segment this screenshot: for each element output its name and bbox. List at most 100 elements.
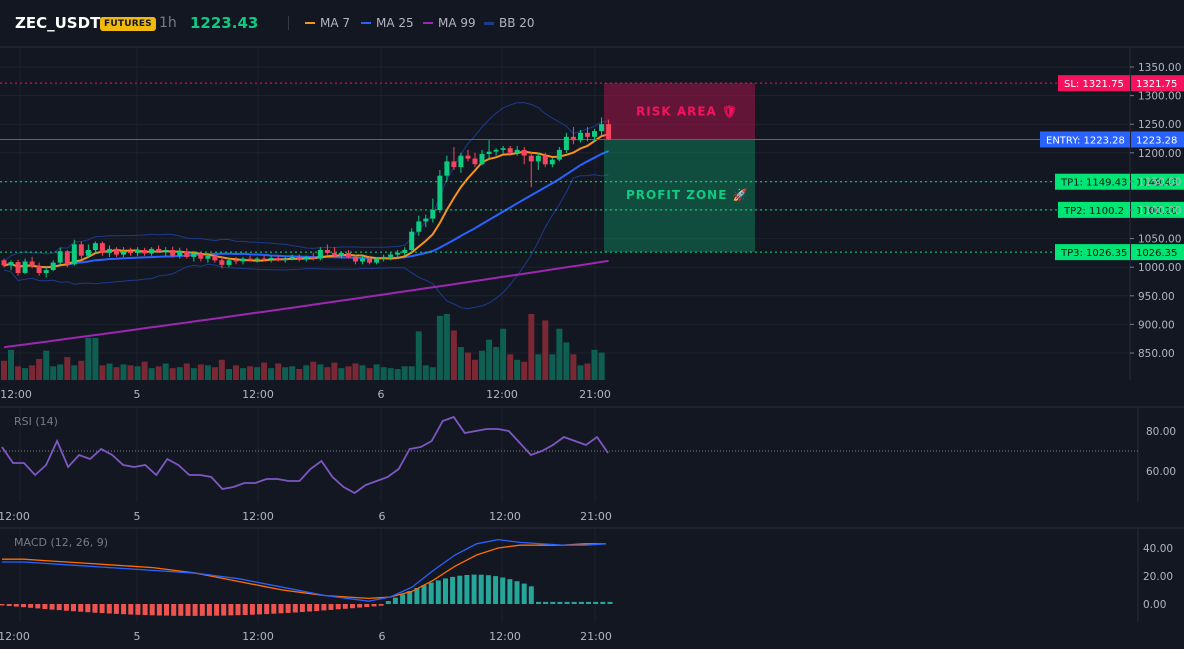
volume-bar xyxy=(465,352,471,380)
candle-body xyxy=(1,260,7,266)
macd-histogram-bar xyxy=(85,604,91,613)
macd-histogram-bar xyxy=(228,604,234,616)
candle-body xyxy=(240,258,246,262)
volume-bar xyxy=(556,328,563,380)
price-tick-label: 1250.00 xyxy=(1138,119,1181,131)
volume-bar xyxy=(1,360,7,381)
macd-tick-label: 20.00 xyxy=(1143,571,1173,583)
macd-histogram-bar xyxy=(500,577,506,604)
candle-body xyxy=(402,250,408,253)
volume-bar xyxy=(415,331,422,380)
price-tick-label: 1000.00 xyxy=(1138,262,1181,274)
macd-histogram-bar xyxy=(435,580,441,604)
volume-bar xyxy=(176,367,183,380)
candle-body xyxy=(121,251,126,255)
macd-histogram-bar xyxy=(471,574,477,604)
legend-ma25[interactable]: MA 25 xyxy=(361,16,414,30)
macd-histogram-bar xyxy=(557,601,563,604)
symbol-name[interactable]: ZEC_USDT xyxy=(15,14,101,32)
volume-bar xyxy=(218,359,225,380)
macd-histogram-bar xyxy=(242,604,248,615)
macd-histogram-bar xyxy=(428,582,434,604)
price-tick-label: 900.00 xyxy=(1138,319,1175,331)
volume-bar xyxy=(240,368,246,380)
time-tick-label: 12:00 xyxy=(486,388,518,401)
macd-histogram-bar xyxy=(478,574,484,604)
volume-bar xyxy=(436,315,443,380)
macd-histogram-bar xyxy=(99,604,105,614)
candle-body xyxy=(360,258,365,262)
volume-bar xyxy=(359,365,366,380)
macd-histogram-bar xyxy=(350,604,355,609)
volume-bar xyxy=(338,368,345,380)
volume-bar xyxy=(247,366,254,380)
volume-bar xyxy=(598,352,605,380)
volume-bar xyxy=(429,367,436,380)
timeframe-selector[interactable]: 1h xyxy=(159,15,177,31)
candle-body xyxy=(43,270,49,273)
candle-body xyxy=(570,136,576,141)
volume-bar xyxy=(233,365,239,380)
volume-bar xyxy=(22,368,29,380)
candle-body xyxy=(282,258,288,261)
macd-histogram-bar xyxy=(514,581,520,604)
volume-bar xyxy=(493,347,500,380)
moving-averages xyxy=(3,133,609,349)
legend-ma99[interactable]: MA 99 xyxy=(423,16,476,30)
macd-histogram-bar xyxy=(414,588,420,604)
macd-tick-label: 0.00 xyxy=(1143,599,1166,611)
price-tick-label: 950.00 xyxy=(1138,291,1175,303)
candle-body xyxy=(479,153,485,165)
candle-body xyxy=(198,253,204,259)
volume-bar xyxy=(331,362,338,380)
candle-body xyxy=(107,248,112,253)
legend-bb20[interactable]: BB 20 xyxy=(484,16,535,30)
candle-body xyxy=(78,244,84,256)
candle-body xyxy=(430,210,436,219)
profit-zone[interactable] xyxy=(604,139,755,253)
tp3-price-tag xyxy=(1131,244,1184,261)
volume-bar xyxy=(148,368,155,380)
entry-price-label: 1223.28 xyxy=(1136,135,1177,146)
volume-bar xyxy=(36,358,43,380)
tp2-tag xyxy=(1058,201,1130,218)
price-tick-label: 1200.00 xyxy=(1138,148,1181,160)
candle-body xyxy=(64,251,70,265)
candle-body xyxy=(472,158,478,165)
macd-histogram-bar xyxy=(328,604,334,610)
macd-histogram-bar xyxy=(357,604,363,608)
macd-histogram-bar xyxy=(443,578,448,604)
volume-bar xyxy=(29,365,36,380)
risk-area-zone[interactable] xyxy=(604,83,755,140)
volume-bar xyxy=(275,363,282,380)
macd-histogram-bar xyxy=(485,575,491,604)
entry-tag xyxy=(1040,131,1130,148)
macd-histogram-bar xyxy=(63,604,69,611)
legend-ma7[interactable]: MA 7 xyxy=(305,16,350,30)
candle-body xyxy=(92,243,98,251)
volume-bar xyxy=(8,349,14,380)
candle-body xyxy=(156,248,162,252)
candle-body xyxy=(205,255,211,259)
volume-bar xyxy=(521,361,528,380)
volume-bar xyxy=(127,365,134,380)
macd-histogram-bar xyxy=(314,604,320,611)
volume-bar xyxy=(479,350,485,380)
time-tick-label: 5 xyxy=(134,630,141,643)
candle-body xyxy=(451,161,457,168)
macd-histogram-bar xyxy=(71,604,76,612)
volume-bar xyxy=(591,349,598,380)
time-tick-label: 12:00 xyxy=(0,388,32,401)
tp2-tag-label: TP2: 1100.2 xyxy=(1063,206,1124,217)
price-tick-label: 1300.00 xyxy=(1138,91,1181,103)
macd-histogram-bar xyxy=(199,604,205,616)
candle-body xyxy=(268,258,274,260)
macd-histogram-bar xyxy=(271,604,277,614)
tp1-tag-label: TP1: 1149.43 xyxy=(1060,178,1127,189)
volume-bar xyxy=(120,364,127,380)
volume-bar xyxy=(106,363,113,380)
legend-label: MA 7 xyxy=(320,16,351,30)
candle-body xyxy=(486,151,492,154)
macd-histogram-bar xyxy=(600,601,606,604)
